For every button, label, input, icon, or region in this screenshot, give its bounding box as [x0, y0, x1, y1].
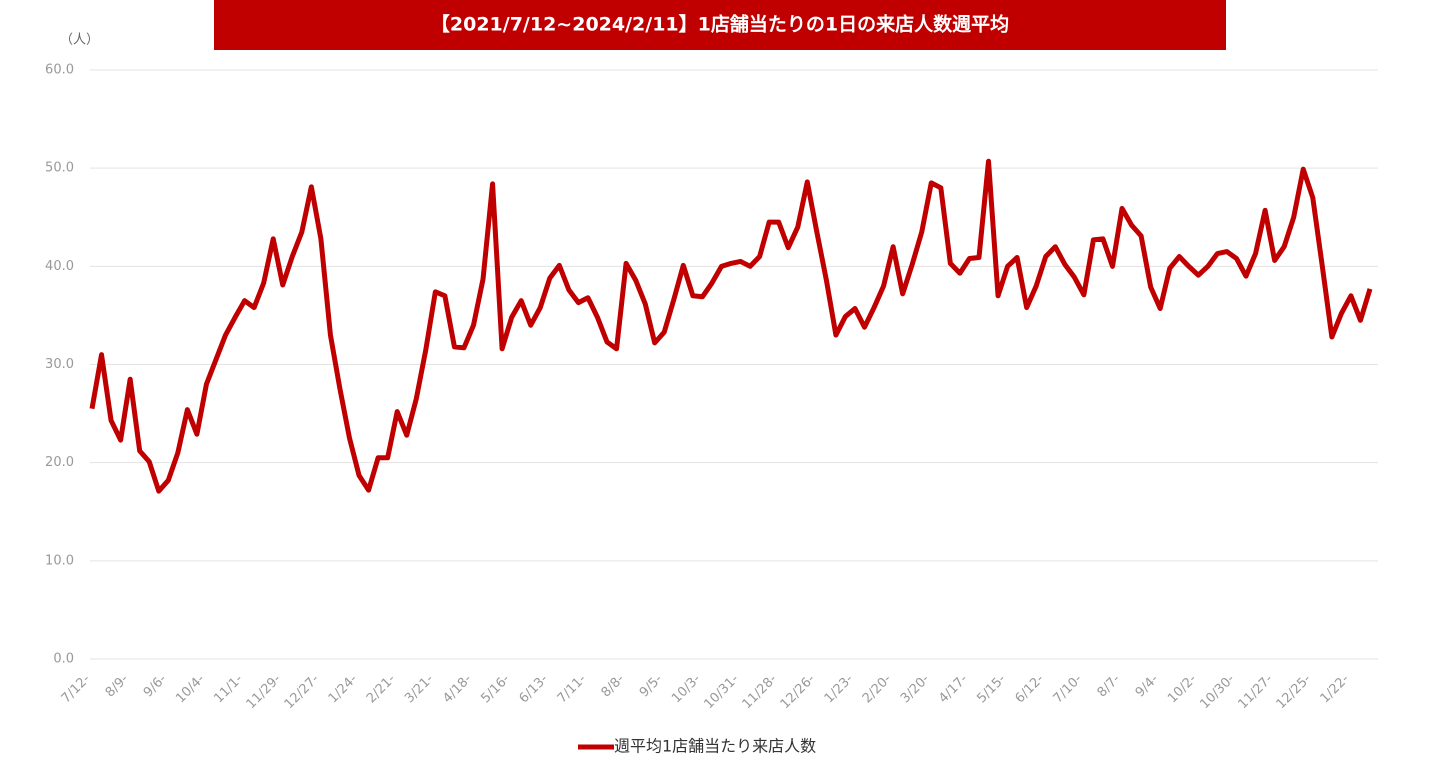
x-tick-label: 10/30-	[1197, 671, 1238, 712]
x-tick-label: 7/11-	[555, 671, 590, 706]
y-tick-label: 10.0	[45, 553, 74, 568]
y-tick-label: 60.0	[45, 63, 74, 78]
x-tick-label: 3/21-	[402, 671, 437, 706]
y-unit: （人）	[60, 33, 99, 48]
x-tick-label: 1/22-	[1318, 671, 1353, 706]
x-tick-label: 5/16-	[478, 671, 513, 706]
x-tick-label: 4/18-	[440, 671, 475, 706]
x-tick-label: 6/13-	[517, 671, 552, 706]
title-banner	[214, 0, 1226, 50]
x-tick-label: 11/28-	[740, 671, 781, 712]
x-tick-label: 11/29-	[244, 671, 285, 712]
y-tick-label: 40.0	[45, 259, 74, 274]
x-tick-label: 7/12-	[59, 671, 94, 706]
x-tick-label: 12/25-	[1274, 671, 1315, 712]
x-tick-label: 11/1-	[211, 671, 246, 706]
y-tick-label: 50.0	[45, 161, 74, 176]
x-tick-label: 9/6-	[141, 671, 170, 700]
x-tick-label: 8/7-	[1095, 671, 1124, 700]
x-tick-label: 9/5-	[637, 671, 666, 700]
x-tick-label: 6/12-	[1012, 671, 1047, 706]
y-tick-label: 0.0	[53, 652, 74, 667]
x-tick-label: 7/10-	[1051, 671, 1086, 706]
x-tick-label: 10/3-	[669, 671, 704, 706]
x-tick-label: 12/26-	[778, 671, 819, 712]
x-tick-label: 11/27-	[1236, 671, 1277, 712]
x-tick-label: 8/8-	[599, 671, 628, 700]
x-tick-label: 5/15-	[974, 671, 1009, 706]
x-tick-label: 10/31-	[701, 671, 742, 712]
x-tick-label: 1/23-	[822, 671, 857, 706]
y-tick-label: 20.0	[45, 455, 74, 470]
x-tick-label: 1/24-	[326, 671, 361, 706]
x-tick-label: 10/4-	[173, 671, 208, 706]
x-tick-label: 8/9-	[103, 671, 132, 700]
x-tick-label: 4/17-	[936, 671, 971, 706]
x-tick-label: 10/2-	[1165, 671, 1200, 706]
data-line	[89, 158, 1373, 494]
x-tick-label: 3/20-	[898, 671, 933, 706]
x-tick-label: 2/20-	[860, 671, 895, 706]
x-tick-label: 12/27-	[282, 671, 323, 712]
chart-title: 【2021/7/12~2024/2/11】1店舗当たりの1日の来店人数週平均	[431, 13, 1009, 36]
x-tick-label: 2/21-	[364, 671, 399, 706]
legend-label: 週平均1店舗当たり来店人数	[614, 737, 816, 756]
y-tick-label: 30.0	[45, 357, 74, 372]
x-tick-label: 9/4-	[1133, 671, 1162, 700]
